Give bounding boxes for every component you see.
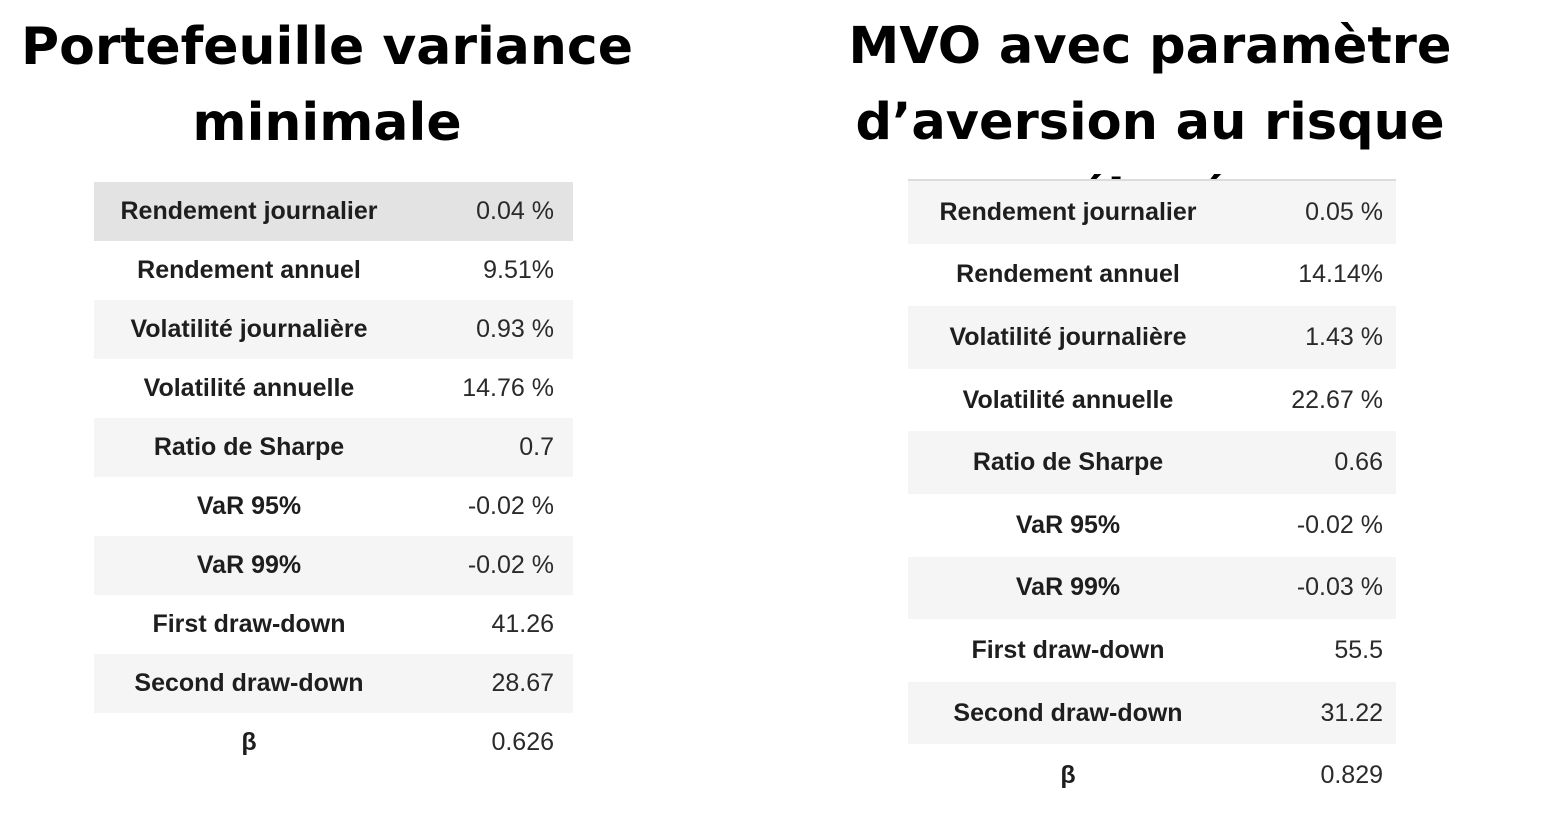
metric-value: 9.51% xyxy=(404,241,573,300)
table-row: VaR 95% -0.02 % xyxy=(908,493,1396,557)
metric-value: 0.626 xyxy=(404,713,573,772)
table-row: VaR 95% -0.02 % xyxy=(94,477,573,536)
metric-label: Rendement annuel xyxy=(94,241,404,300)
metric-value: 55.5 xyxy=(1228,619,1396,682)
metric-label: Volatilité journalière xyxy=(94,300,404,359)
metric-value: 14.14% xyxy=(1228,243,1396,307)
metric-label: VaR 99% xyxy=(94,536,404,595)
metric-label: First draw-down xyxy=(94,595,404,654)
metric-value: 28.67 xyxy=(404,654,573,713)
table-row: First draw-down 41.26 xyxy=(94,595,573,654)
table-row: Volatilité journalière 1.43 % xyxy=(908,306,1396,369)
table-row: Rendement annuel 14.14% xyxy=(908,243,1396,307)
mvo-high-risk-aversion-stats-table: Rendement journalier 0.05 % Rendement an… xyxy=(908,179,1396,807)
metric-label: VaR 95% xyxy=(94,477,404,536)
metric-value: 0.93 % xyxy=(404,300,573,359)
metric-value: 1.43 % xyxy=(1228,306,1396,369)
metric-value: 31.22 xyxy=(1228,681,1396,745)
left-title-line2: minimale xyxy=(192,93,462,153)
left-title-line1: Portefeuille variance xyxy=(20,17,633,77)
metric-value: -0.02 % xyxy=(404,477,573,536)
table-row: Rendement journalier 0.04 % xyxy=(94,182,573,241)
metric-value: 0.7 xyxy=(404,418,573,477)
metric-label: First draw-down xyxy=(908,619,1228,682)
table-row: β 0.626 xyxy=(94,713,573,772)
metric-label: VaR 99% xyxy=(908,556,1228,620)
metric-label: Second draw-down xyxy=(94,654,404,713)
metric-value: 22.67 % xyxy=(1228,368,1396,432)
metric-label: Volatilité annuelle xyxy=(908,368,1228,432)
metric-value: -0.03 % xyxy=(1228,556,1396,620)
table-row: Second draw-down 28.67 xyxy=(94,654,573,713)
metric-value: 0.66 xyxy=(1228,431,1396,494)
table-row: Second draw-down 31.22 xyxy=(908,681,1396,745)
metric-value: -0.02 % xyxy=(404,536,573,595)
metric-label: β xyxy=(908,744,1228,807)
table-row: Rendement annuel 9.51% xyxy=(94,241,573,300)
metric-label: Rendement journalier xyxy=(908,179,1228,244)
metric-value: 14.76 % xyxy=(404,359,573,418)
table-row: VaR 99% -0.02 % xyxy=(94,536,573,595)
metric-value: 0.829 xyxy=(1228,744,1396,807)
table-row: VaR 99% -0.03 % xyxy=(908,556,1396,620)
metric-label: Ratio de Sharpe xyxy=(94,418,404,477)
table-row: Volatilité annuelle 14.76 % xyxy=(94,359,573,418)
table-row: Ratio de Sharpe 0.66 xyxy=(908,431,1396,494)
table-row: Rendement journalier 0.05 % xyxy=(908,179,1396,244)
metric-label: β xyxy=(94,713,404,772)
metric-label: Ratio de Sharpe xyxy=(908,431,1228,494)
metric-label: Rendement journalier xyxy=(94,182,404,241)
metric-label: Second draw-down xyxy=(908,681,1228,745)
min-variance-stats-table: Rendement journalier 0.04 % Rendement an… xyxy=(94,182,573,772)
metric-label: Rendement annuel xyxy=(908,243,1228,307)
table-row: Volatilité journalière 0.93 % xyxy=(94,300,573,359)
metric-label: Volatilité journalière xyxy=(908,306,1228,369)
table-row: First draw-down 55.5 xyxy=(908,619,1396,682)
left-panel-title: Portefeuille variance minimale xyxy=(20,9,634,161)
table-row: Ratio de Sharpe 0.7 xyxy=(94,418,573,477)
table-row: Volatilité annuelle 22.67 % xyxy=(908,368,1396,432)
metric-value: 0.05 % xyxy=(1228,179,1396,244)
right-title-line1: MVO avec paramètre xyxy=(848,17,1452,76)
metric-value: -0.02 % xyxy=(1228,493,1396,557)
metric-label: VaR 95% xyxy=(908,493,1228,557)
metric-value: 0.04 % xyxy=(404,182,573,241)
metric-label: Volatilité annuelle xyxy=(94,359,404,418)
table-row: β 0.829 xyxy=(908,744,1396,807)
metric-value: 41.26 xyxy=(404,595,573,654)
